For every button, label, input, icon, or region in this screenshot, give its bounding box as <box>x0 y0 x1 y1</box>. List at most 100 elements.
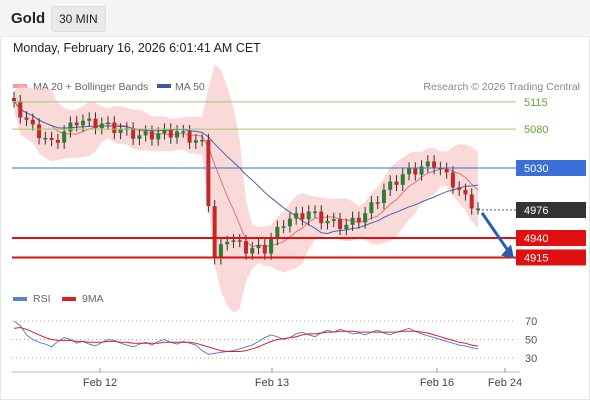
candle-body <box>457 187 462 190</box>
level-lines: 5115 5080 5030 4976 4940 4915 <box>12 97 586 266</box>
projection-arrow-shaft <box>480 212 512 255</box>
candle-body <box>244 241 248 254</box>
candle-body <box>344 224 349 229</box>
candle-body <box>407 168 412 175</box>
candle-body <box>394 181 399 185</box>
candle-body <box>425 161 430 167</box>
candle-body <box>149 131 154 140</box>
candle-body <box>476 208 480 210</box>
candle-body <box>281 226 286 228</box>
candle-body <box>413 168 418 175</box>
support-tag-4915 <box>516 249 586 266</box>
x-tick-label: Feb 24 <box>488 377 522 389</box>
support-label-4915: 4915 <box>524 252 548 264</box>
x-tick-label: Feb 12 <box>83 377 117 389</box>
pivot-label-5030: 5030 <box>524 163 548 175</box>
candle-body <box>112 122 117 133</box>
candle-body <box>18 101 23 118</box>
candle-body <box>212 206 217 259</box>
ma50-line <box>13 100 479 235</box>
rsi-series-9ma <box>13 326 479 352</box>
candle-body <box>99 123 104 129</box>
support-label-4940: 4940 <box>524 233 548 245</box>
candle-body <box>80 120 85 126</box>
candle-body <box>294 213 299 219</box>
candle-body <box>269 239 274 254</box>
candle-body <box>388 181 393 190</box>
candle-body <box>400 174 405 185</box>
candle-body <box>350 217 355 225</box>
candle-body <box>419 166 424 175</box>
candle-body <box>200 140 205 142</box>
ma20-legend-label: MA 20 + Bollinger Bands <box>33 81 148 93</box>
candle-body <box>49 137 54 140</box>
candle-body <box>93 118 98 129</box>
candle-body <box>275 226 280 240</box>
candle-body <box>106 122 111 124</box>
candle-body <box>225 241 230 245</box>
candle-body <box>131 128 136 139</box>
candle-body <box>187 131 192 143</box>
candle-body <box>193 140 198 143</box>
pivot-tag-5030 <box>516 160 586 176</box>
rsi-tick-label: 30 <box>525 353 537 365</box>
candle-body <box>450 172 455 188</box>
candle-body <box>381 189 386 203</box>
support-tag-4940 <box>516 230 586 246</box>
x-tick-label: Feb 13 <box>255 377 289 389</box>
candle-body <box>181 131 186 133</box>
candle-body <box>463 189 468 195</box>
resistance-label-5080: 5080 <box>524 124 548 136</box>
candle-body <box>55 140 60 143</box>
candle-body <box>231 240 236 242</box>
rsi-plot: 30 50 70 <box>12 316 537 365</box>
last-price-tag <box>516 202 586 218</box>
price-plot <box>12 64 480 313</box>
projection-arrow-head <box>501 244 514 259</box>
candle-body <box>62 131 67 143</box>
candle-body <box>24 117 29 120</box>
bollinger-band-area <box>14 64 478 313</box>
rsi-ma-legend-swatch <box>62 297 76 301</box>
x-axis: Feb 12 Feb 13 Feb 16 Feb 24 <box>12 368 522 389</box>
candle-body <box>68 122 73 132</box>
candle-body <box>306 211 311 220</box>
candle-body <box>237 240 242 242</box>
x-tick-label: Feb 16 <box>420 377 454 389</box>
candle-body <box>37 124 42 139</box>
candle-body <box>444 169 449 173</box>
candle-body <box>206 140 211 207</box>
rsi-series-rsi <box>13 320 479 355</box>
candle-body <box>87 118 92 121</box>
timeframe-selector[interactable]: 30 MIN <box>51 6 106 32</box>
credit-text: Research © 2026 Trading Central <box>423 81 580 93</box>
candle-body <box>218 244 223 259</box>
candle-body <box>256 245 261 249</box>
candle-body <box>363 213 368 223</box>
candle-body <box>250 248 255 254</box>
candle-body <box>438 168 443 170</box>
candle-body <box>143 131 148 136</box>
candle-body <box>432 161 437 168</box>
timestamp: Monday, February 16, 2026 6:01:41 AM CET <box>13 41 261 55</box>
candle-body <box>369 202 374 214</box>
candle-body <box>338 219 343 229</box>
resistance-label-5115: 5115 <box>524 97 548 109</box>
candle-body <box>262 245 267 254</box>
rsi-tick-label: 70 <box>525 316 537 328</box>
chart-header: Gold 30 MIN <box>0 0 590 37</box>
candle-body <box>74 122 79 126</box>
candle-body <box>43 137 48 140</box>
instrument-title: Gold <box>11 10 46 27</box>
candle-body <box>375 202 380 204</box>
ma50-legend-swatch <box>157 84 171 88</box>
candle-body <box>325 220 330 224</box>
last-price-label: 4976 <box>524 205 548 217</box>
candle-body <box>469 194 474 209</box>
ma50-legend-label: MA 50 <box>175 81 205 93</box>
candle-body <box>168 129 173 138</box>
candle-body <box>331 219 336 221</box>
candle-body <box>162 129 167 134</box>
candle-body <box>12 98 16 102</box>
